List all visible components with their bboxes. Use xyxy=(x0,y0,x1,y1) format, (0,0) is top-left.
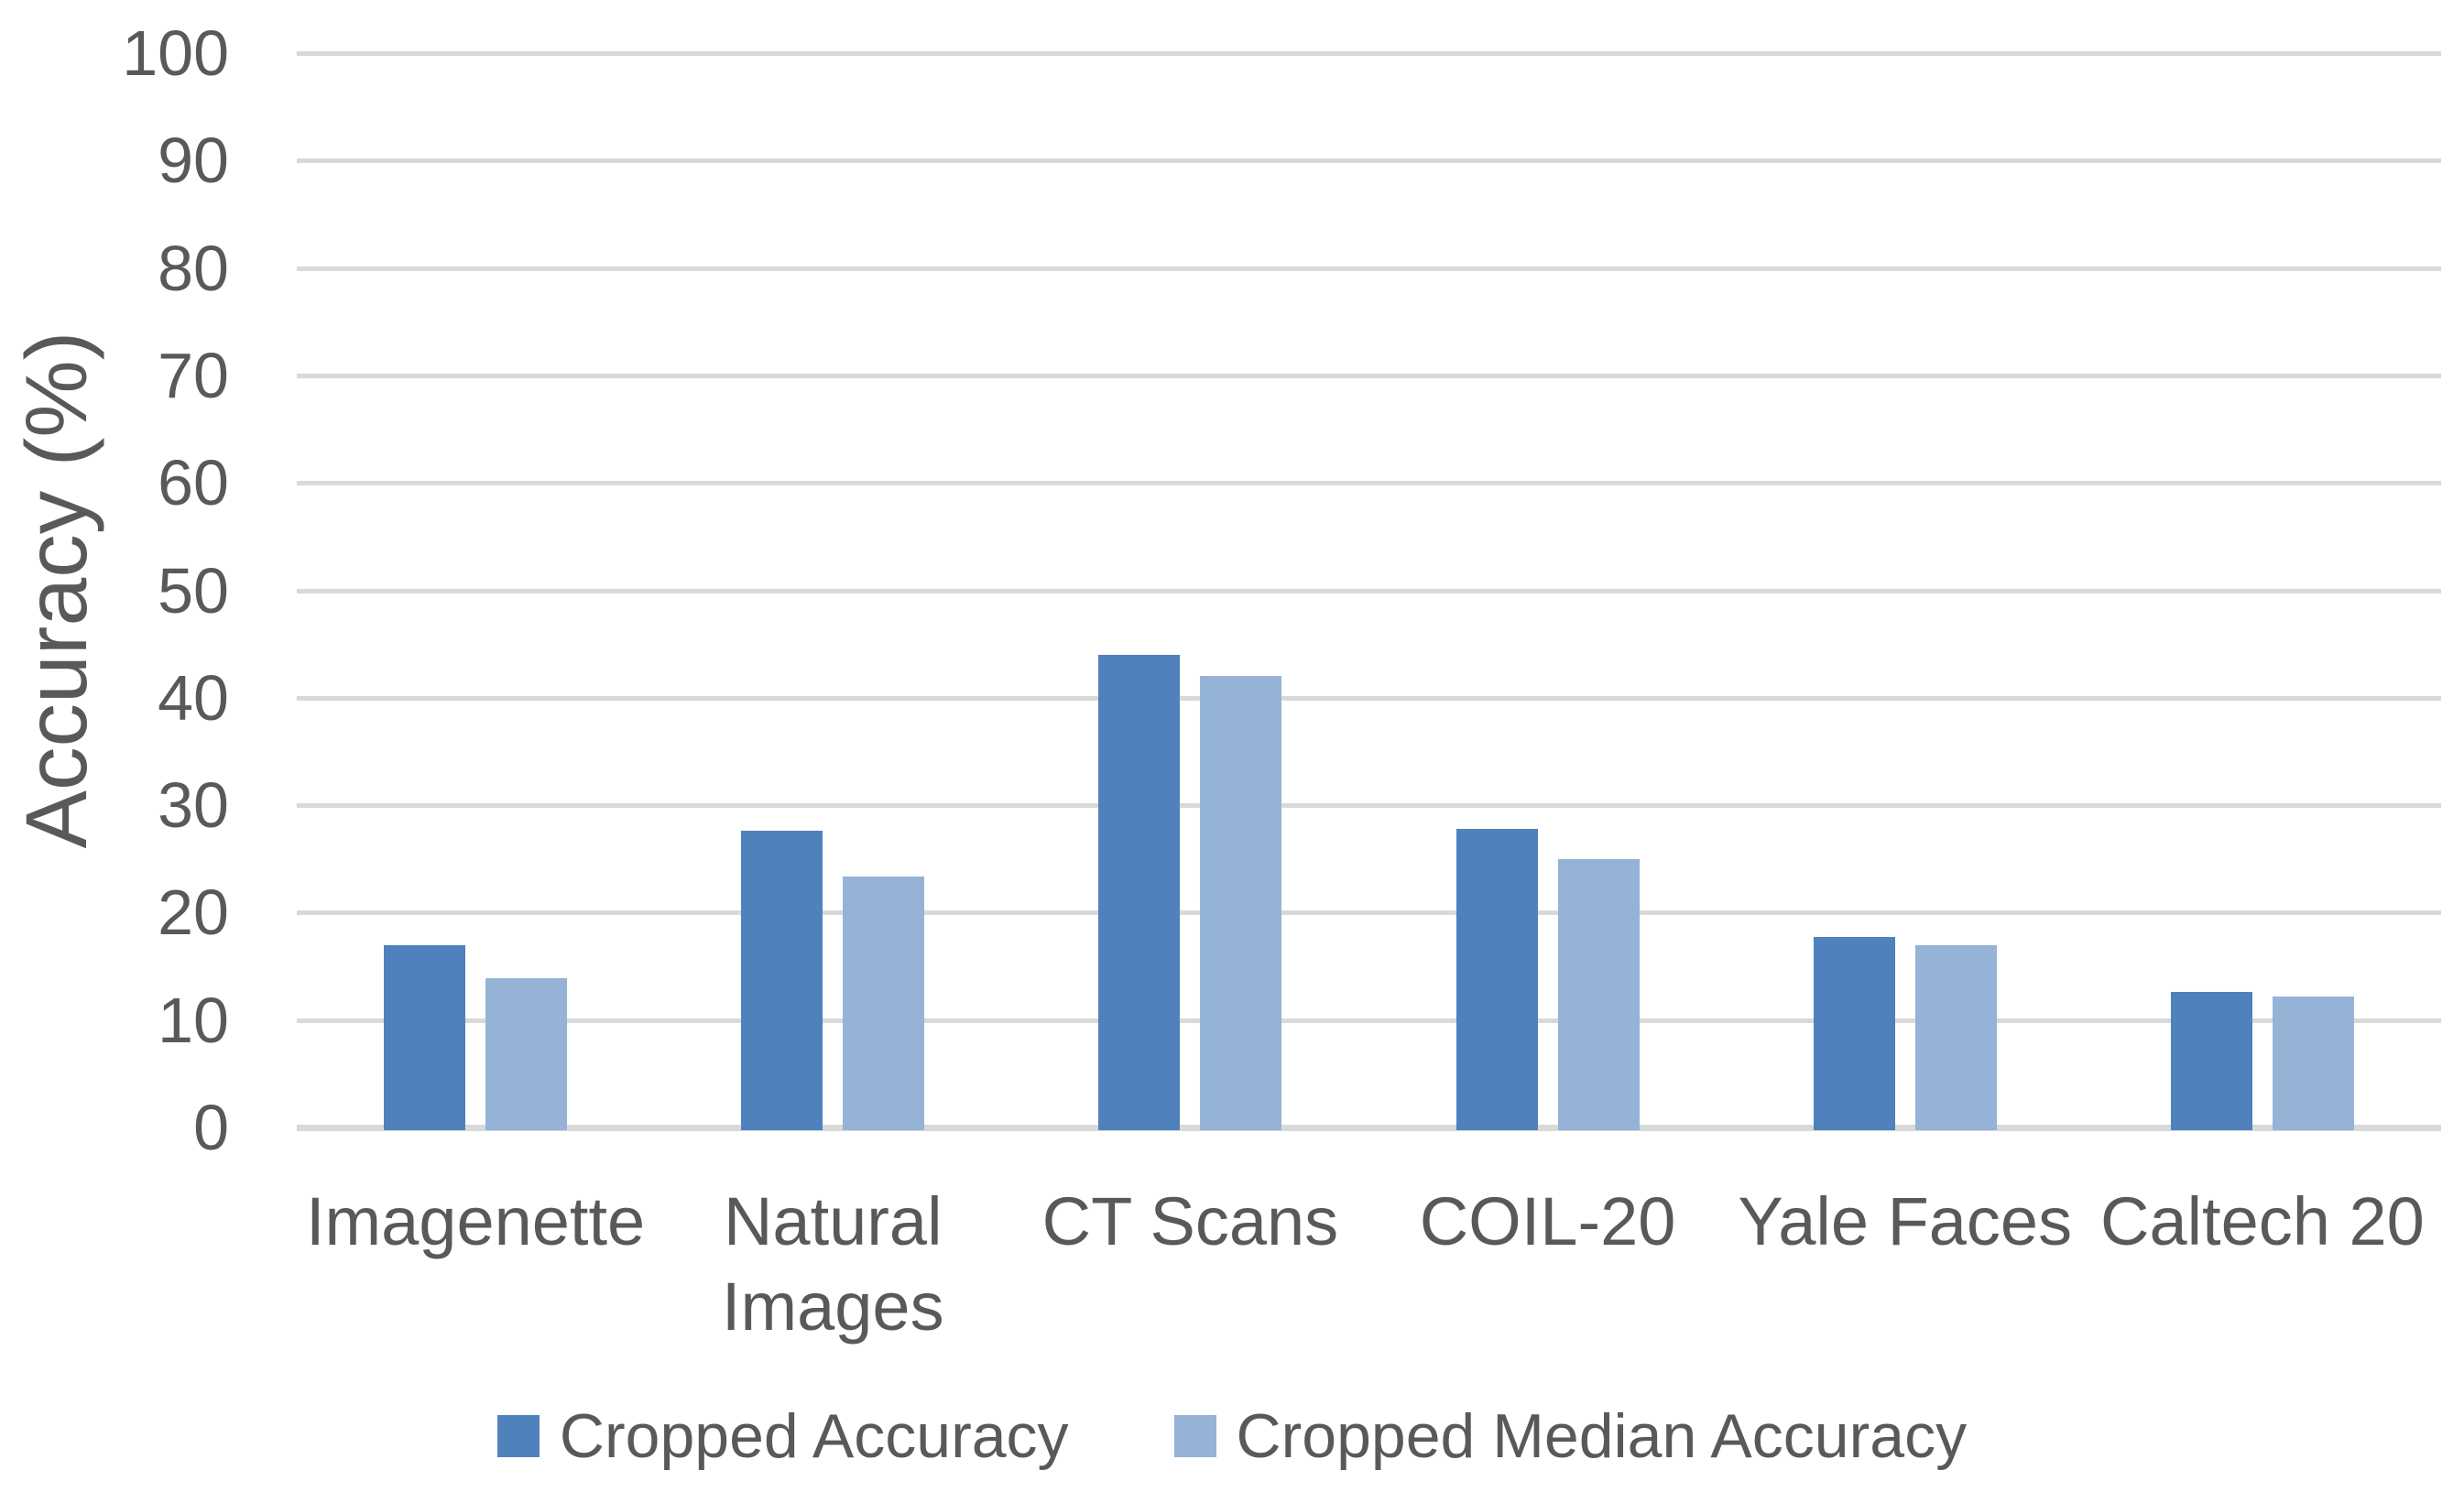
bar-cropped-median-accuracy-caltech-20 xyxy=(2272,996,2354,1130)
legend-swatch-icon xyxy=(1173,1415,1216,1457)
bar-cropped-accuracy-imagenette xyxy=(384,944,466,1130)
y-tick-label: 20 xyxy=(158,877,229,949)
gridline xyxy=(297,266,2441,271)
bar-cropped-median-accuracy-natural-images xyxy=(843,876,925,1130)
bar-cropped-median-accuracy-ct-scans xyxy=(1200,676,1282,1130)
gridline xyxy=(297,373,2441,378)
gridline xyxy=(297,695,2441,701)
y-tick-label: 0 xyxy=(193,1092,229,1163)
y-tick-label: 10 xyxy=(158,984,229,1056)
legend-label: Cropped Median Accuracy xyxy=(1236,1401,1968,1471)
gridline xyxy=(297,803,2441,809)
y-tick-label: 70 xyxy=(158,339,229,411)
legend: Cropped Accuracy Cropped Median Accuracy xyxy=(0,1392,2464,1480)
x-category-label: CT Scans xyxy=(1041,1183,1339,1259)
gridline xyxy=(297,588,2441,594)
x-category-label: COIL-20 xyxy=(1419,1183,1676,1259)
bar-cropped-median-accuracy-imagenette xyxy=(485,977,568,1130)
legend-label: Cropped Accuracy xyxy=(559,1401,1069,1471)
x-category-label: Yale Faces xyxy=(1738,1183,2073,1259)
gridline xyxy=(297,51,2441,56)
bar-cropped-accuracy-natural-images xyxy=(741,831,823,1130)
bar-cropped-accuracy-ct-scans xyxy=(1098,654,1181,1130)
bar-cropped-accuracy-caltech-20 xyxy=(2170,992,2252,1130)
y-tick-label: 50 xyxy=(158,554,229,626)
y-tick-label: 30 xyxy=(158,769,229,842)
gridline xyxy=(297,481,2441,486)
x-axis-baseline xyxy=(297,1125,2441,1131)
x-category-label: Natural Images xyxy=(721,1183,944,1345)
y-tick-label: 40 xyxy=(158,661,229,734)
bar-cropped-accuracy-yale-faces xyxy=(1813,937,1895,1130)
gridline xyxy=(297,910,2441,916)
bar-cropped-median-accuracy-yale-faces xyxy=(1914,944,1997,1130)
x-category-label: Caltech 20 xyxy=(2100,1183,2425,1259)
x-category-label: Imagenette xyxy=(305,1183,646,1259)
gridline xyxy=(297,158,2441,164)
legend-item-cropped-accuracy: Cropped Accuracy xyxy=(496,1400,1069,1472)
legend-swatch-icon xyxy=(496,1415,540,1457)
legend-item-cropped-median-accuracy: Cropped Median Accuracy xyxy=(1173,1400,1968,1472)
y-tick-label: 100 xyxy=(122,17,229,89)
y-tick-label: 90 xyxy=(158,125,229,197)
bar-cropped-accuracy-coil-20 xyxy=(1456,828,1538,1130)
bar-cropped-median-accuracy-coil-20 xyxy=(1557,858,1640,1130)
y-tick-label: 60 xyxy=(158,447,229,519)
gridline xyxy=(297,1018,2441,1023)
y-tick-label: 80 xyxy=(158,232,229,304)
